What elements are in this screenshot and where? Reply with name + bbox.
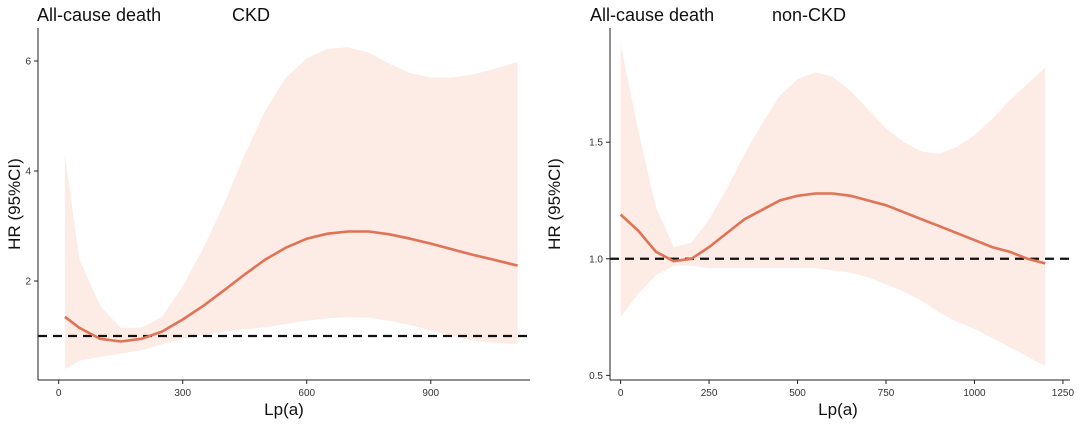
x-tick-label: 750 [878, 388, 895, 399]
chart-title: CKD [232, 5, 270, 25]
x-tick-label: 1250 [1052, 388, 1075, 399]
outcome-label: All-cause death [590, 5, 714, 25]
y-tick-label: 6 [25, 57, 31, 68]
x-tick-label: 250 [701, 388, 718, 399]
x-tick-label: 300 [174, 388, 191, 399]
y-tick-label: 0.5 [589, 371, 603, 382]
x-tick-label: 600 [298, 388, 315, 399]
confidence-band [620, 44, 1046, 367]
chart-panel-ckd: 2 4 6 0 300 600 900 All-cause death CKD Lp(a) HR (… [5, 5, 530, 419]
x-tick-label: 900 [422, 388, 439, 399]
x-tick-label: 0 [618, 388, 624, 399]
y-tick-label: 1.5 [589, 138, 603, 149]
outcome-label: All-cause death [37, 5, 161, 25]
chart-title: non-CKD [772, 5, 846, 25]
hr-chart-non-ckd: 0.5 1.0 1.5 0 250 500 750 1000 1250 All-cause dea… [545, 5, 1075, 419]
x-tick-label: 500 [789, 388, 806, 399]
hr-curve [64, 230, 518, 343]
y-axis-title: HR (95%CI) [5, 158, 24, 250]
y-tick-label: 2 [25, 277, 31, 288]
y-tick-label: 1.0 [589, 254, 603, 265]
hr-curve [619, 192, 1046, 265]
confidence-band [64, 47, 518, 370]
x-tick-label: 0 [56, 388, 62, 399]
y-tick-label: 4 [25, 167, 31, 178]
x-axis-title: Lp(a) [264, 400, 304, 419]
hr-chart-ckd: 2 4 6 0 300 600 900 All-cause death CKD Lp(a) HR (… [5, 5, 530, 419]
x-axis-title: Lp(a) [818, 400, 858, 419]
x-tick-label: 1000 [963, 388, 986, 399]
chart-panel-non-ckd: 0.5 1.0 1.5 0 250 500 750 1000 1250 All-cause dea… [540, 0, 1080, 440]
y-axis-title: HR (95%CI) [545, 158, 564, 250]
